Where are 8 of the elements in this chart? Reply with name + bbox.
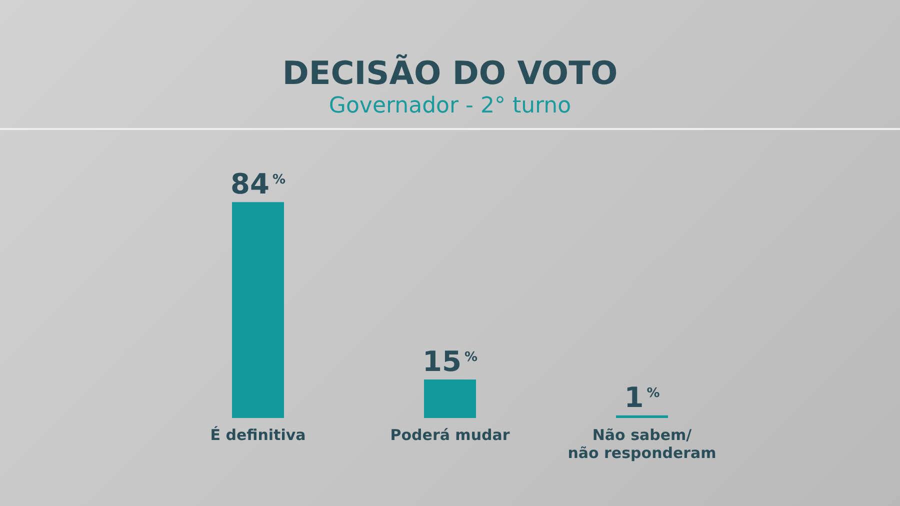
chart-title: DECISÃO DO VOTO — [282, 54, 618, 92]
data-label: 84% — [230, 168, 286, 201]
data-label: 15% — [422, 344, 478, 378]
x-tick-label: Não sabem/ não responderam — [568, 426, 716, 462]
data-label: 1% — [624, 380, 660, 414]
x-tick-label: É definitiva — [210, 426, 306, 444]
chart-subtitle: Governador - 2° turno — [328, 94, 572, 118]
x-tick-label: Poderá mudar — [390, 426, 510, 444]
